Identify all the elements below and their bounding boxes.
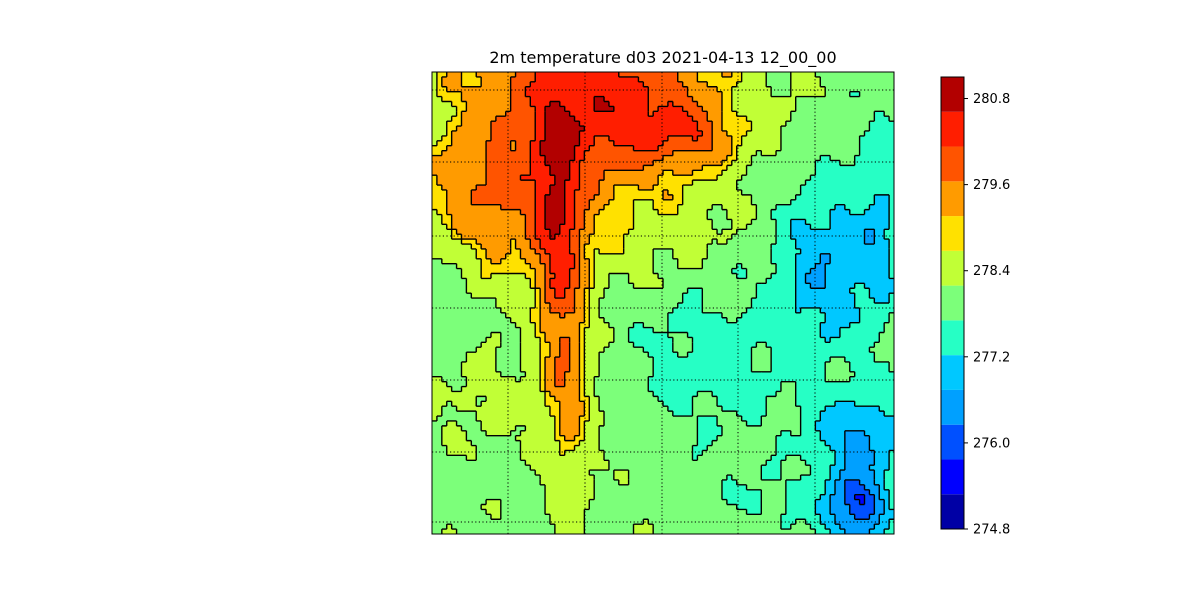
colorbar-band (941, 111, 964, 147)
colorbar-tick-label: 277.2 (973, 350, 1010, 365)
chart-title: 2m temperature d03 2021-04-13 12_00_00 (489, 48, 837, 67)
map-frame (431, 71, 895, 535)
contour-band (805, 229, 885, 534)
colorbar-tick-label: 274.8 (973, 523, 1010, 538)
colorbar-tick-label: 276.0 (973, 436, 1010, 451)
colorbar-band (941, 216, 964, 251)
contour-band (628, 91, 894, 534)
colorbar-band (941, 389, 964, 425)
graticule (432, 72, 894, 534)
contour-band (432, 72, 753, 456)
colorbar-band (941, 424, 964, 460)
colorbar-band (941, 250, 964, 286)
contour-band (540, 96, 615, 240)
colorbar-tick-label: 278.4 (973, 264, 1010, 279)
colorbar-band (941, 285, 964, 321)
contour-band (432, 72, 733, 442)
contour-map (432, 72, 894, 534)
contour-band (432, 72, 894, 534)
colorbar: 274.8 276.0 277.2 278.4 279.6 280.8 (940, 76, 1010, 538)
colorbar-band (941, 320, 964, 356)
colorbar-tick-label: 280.8 (973, 92, 1010, 107)
contour-lines (432, 72, 894, 534)
colorbar-band (941, 77, 964, 112)
colorbar-band (941, 146, 964, 182)
colorbar-frame (940, 76, 965, 530)
colorbar-band (941, 181, 964, 217)
contour-band (790, 194, 894, 534)
colorbar-band (941, 459, 964, 495)
colorbar-band (941, 355, 964, 390)
contour-band (520, 72, 703, 299)
colorbar-tick-label: 279.6 (973, 178, 1010, 193)
contour-band (432, 72, 826, 534)
colorbar-band (941, 494, 964, 529)
